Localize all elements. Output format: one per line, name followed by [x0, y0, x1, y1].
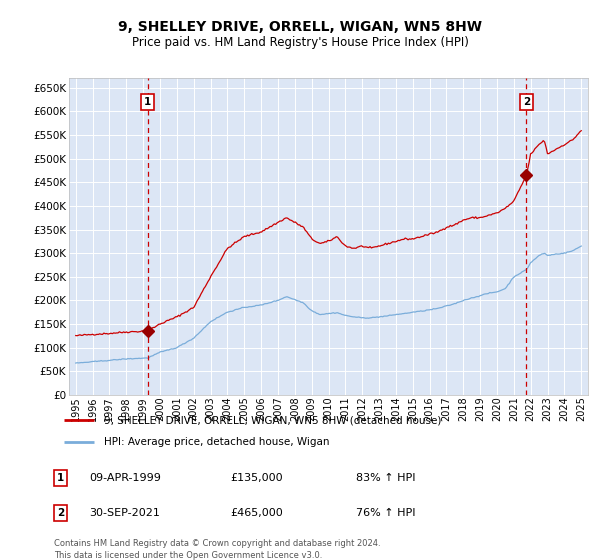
- Text: £465,000: £465,000: [230, 508, 283, 518]
- Text: Contains HM Land Registry data © Crown copyright and database right 2024.
This d: Contains HM Land Registry data © Crown c…: [54, 539, 380, 559]
- Text: £135,000: £135,000: [230, 473, 283, 483]
- Text: 1: 1: [144, 97, 151, 107]
- Text: 2: 2: [523, 97, 530, 107]
- Text: Price paid vs. HM Land Registry's House Price Index (HPI): Price paid vs. HM Land Registry's House …: [131, 36, 469, 49]
- Text: 9, SHELLEY DRIVE, ORRELL, WIGAN, WN5 8HW: 9, SHELLEY DRIVE, ORRELL, WIGAN, WN5 8HW: [118, 20, 482, 34]
- Text: 9, SHELLEY DRIVE, ORRELL, WIGAN, WN5 8HW (detached house): 9, SHELLEY DRIVE, ORRELL, WIGAN, WN5 8HW…: [104, 415, 442, 425]
- Text: 30-SEP-2021: 30-SEP-2021: [89, 508, 160, 518]
- Text: 1: 1: [57, 473, 64, 483]
- Text: 09-APR-1999: 09-APR-1999: [89, 473, 161, 483]
- Text: 2: 2: [57, 508, 64, 518]
- Text: 83% ↑ HPI: 83% ↑ HPI: [356, 473, 416, 483]
- Text: 76% ↑ HPI: 76% ↑ HPI: [356, 508, 416, 518]
- Text: HPI: Average price, detached house, Wigan: HPI: Average price, detached house, Wiga…: [104, 437, 330, 447]
